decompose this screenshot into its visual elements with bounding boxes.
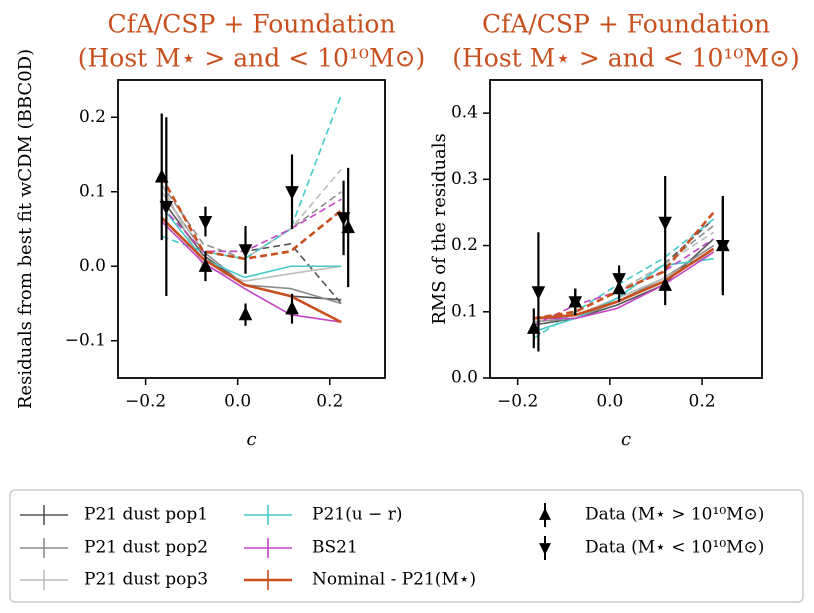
line (161, 206, 342, 279)
legend-label: Data (M⋆ > 10¹⁰M⊙) (585, 505, 764, 525)
data-point (198, 215, 213, 230)
legend-label: P21 dust pop1 (84, 505, 208, 525)
line (161, 183, 342, 282)
legend-label: P21(u − r) (312, 505, 402, 525)
y-tick-label: 0.2 (79, 107, 106, 127)
chart-subtitle: (Host M⋆ > and < 10¹⁰M⊙) (452, 44, 800, 73)
line (161, 220, 342, 323)
line (533, 247, 715, 320)
data-point (716, 239, 730, 254)
data-point (154, 168, 169, 183)
data-point (658, 277, 672, 291)
data-point (198, 258, 213, 272)
legend-label: BS21 (312, 538, 358, 558)
x-tick-label: 0.0 (224, 392, 251, 412)
legend-label: Nominal - P21(M⋆) (312, 570, 476, 590)
data-point (568, 296, 583, 310)
data-point (531, 286, 546, 300)
legend-box (9, 489, 804, 603)
y-tick-label: 0.0 (451, 368, 478, 388)
data-point (336, 212, 351, 226)
x-tick-label: 0.2 (316, 392, 343, 412)
data-point (658, 216, 672, 231)
data-point (159, 201, 174, 215)
legend-label: P21 dust pop3 (84, 570, 208, 590)
x-tick-label: −0.2 (497, 392, 538, 412)
y-tick-label: −0.1 (65, 330, 106, 350)
data-point (238, 244, 253, 258)
axes-frame (117, 79, 386, 379)
chart-title: CfA/CSP + Foundation (107, 10, 395, 39)
legend-marker (539, 543, 551, 555)
x-axis-label: c (246, 429, 256, 450)
dashed-line (533, 218, 715, 320)
chart-title: CfA/CSP + Foundation (482, 10, 770, 39)
data-point (612, 273, 626, 287)
legend-label: Data (M⋆ < 10¹⁰M⊙) (585, 538, 764, 558)
y-axis-label: Residuals from best fit wCDM (BBC0D) (15, 49, 36, 409)
line (533, 258, 714, 333)
dashed-line (161, 94, 343, 260)
axes-frame (489, 79, 763, 379)
chart-subtitle: (Host M⋆ > and < 10¹⁰M⊙) (78, 44, 426, 73)
data-point (341, 219, 355, 234)
y-tick-label: 0.2 (451, 235, 478, 255)
y-tick-label: 0.1 (79, 181, 106, 201)
line (533, 251, 715, 320)
dashed-line (533, 238, 715, 326)
x-tick-label: 0.2 (689, 392, 716, 412)
y-tick-label: 0.0 (79, 256, 106, 276)
data-point (238, 306, 253, 321)
data-point (285, 186, 299, 200)
y-axis-label: RMS of the residuals (429, 133, 450, 325)
legend-label: P21 dust pop2 (84, 538, 208, 558)
x-tick-label: 0.0 (596, 392, 623, 412)
y-tick-label: 0.1 (451, 301, 478, 321)
legend-marker (539, 508, 551, 520)
data-point (526, 320, 541, 334)
y-tick-label: 0.3 (451, 169, 478, 189)
data-point (285, 300, 299, 315)
x-axis-label: c (621, 429, 631, 450)
line (533, 238, 715, 326)
y-tick-label: 0.4 (451, 103, 478, 123)
line (160, 216, 342, 324)
x-tick-label: −0.2 (125, 392, 166, 412)
